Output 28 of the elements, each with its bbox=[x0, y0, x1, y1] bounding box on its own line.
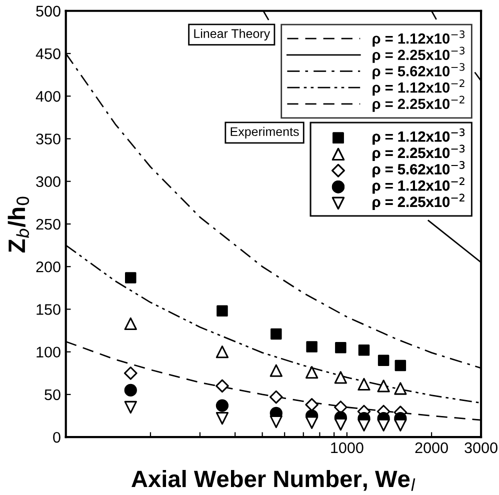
annotation: Experiments bbox=[230, 126, 299, 139]
x-tick-label: 1000 bbox=[331, 442, 364, 454]
legend-label: ρ = 1.12x10$^{−3}$ bbox=[372, 30, 464, 47]
x-axis-title: Axial Weber Number, We$_{l}$ bbox=[132, 470, 416, 491]
legend-label: ρ = 5.62x10$^{−3}$ bbox=[372, 63, 464, 80]
y-tick-label: 150 bbox=[36, 304, 60, 315]
legend-label: ρ = 1.12x10$^{−2}$ bbox=[372, 177, 464, 194]
legend-label: ρ = 2.25x10$^{−2}$ bbox=[372, 96, 464, 112]
y-axis-title: Z$_{b}$/h$_{0}$ bbox=[8, 196, 30, 252]
y-tick-label: 400 bbox=[36, 90, 60, 102]
y-tick-label: 0 bbox=[53, 432, 60, 443]
legend-label: ρ = 2.25x10$^{−3}$ bbox=[372, 144, 464, 161]
y-tick-label: 100 bbox=[36, 346, 60, 358]
y-tick-label: 500 bbox=[36, 6, 60, 17]
annotation: Linear Theory bbox=[194, 28, 270, 40]
legend-label: ρ = 2.25x10$^{−3}$ bbox=[372, 46, 464, 63]
y-tick-label: 50 bbox=[44, 389, 60, 400]
x-tick-label: 3000 bbox=[464, 442, 498, 454]
legend-label: ρ = 2.25x10$^{−2}$ bbox=[372, 194, 464, 210]
x-tick-label: 2000 bbox=[415, 442, 448, 454]
y-tick-label: 300 bbox=[36, 176, 60, 188]
y-tick-label: 350 bbox=[36, 134, 60, 144]
y-tick-label: 200 bbox=[36, 261, 60, 272]
y-tick-label: 250 bbox=[36, 218, 60, 230]
legend-label: ρ = 5.62x10$^{−3}$ bbox=[372, 161, 464, 178]
legend-label: ρ = 1.12x10$^{−2}$ bbox=[372, 79, 464, 96]
y-tick-label: 450 bbox=[36, 48, 60, 60]
legend-label: ρ = 1.12x10$^{−3}$ bbox=[372, 128, 464, 145]
